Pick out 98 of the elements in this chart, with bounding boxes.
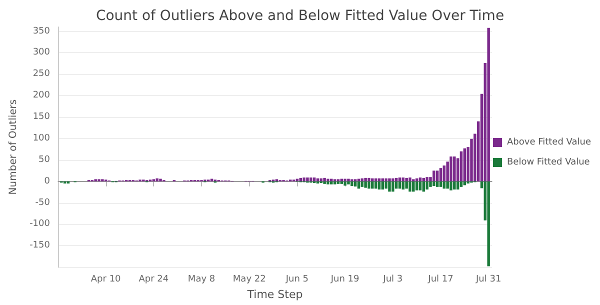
- bar: [402, 177, 405, 182]
- bar: [456, 181, 460, 190]
- bar: [360, 178, 364, 182]
- bar: [415, 178, 418, 182]
- y-tick-label: 150: [32, 112, 50, 122]
- bar: [306, 177, 309, 182]
- bar: [364, 178, 367, 182]
- bar: [426, 177, 428, 182]
- bar: [330, 181, 333, 184]
- x-axis-title: Time Step: [246, 288, 303, 301]
- chart-title: Count of Outliers Above and Below Fitted Value Over Time: [96, 8, 504, 24]
- y-axis-title: Number of Outliers: [8, 99, 20, 195]
- bar: [487, 28, 490, 182]
- x-tick-label: Jul 31: [474, 274, 502, 285]
- bar: [422, 178, 426, 182]
- y-tick-label: 200: [32, 90, 50, 101]
- bar: [347, 178, 350, 182]
- bar: [326, 178, 330, 182]
- bar: [378, 178, 381, 182]
- bar: [394, 178, 398, 182]
- bar: [405, 178, 408, 182]
- y-tick-label: 250: [32, 69, 50, 80]
- bar: [312, 177, 316, 182]
- bar: [450, 181, 452, 190]
- bar: [347, 181, 350, 184]
- bar: [392, 181, 394, 192]
- bar: [333, 181, 336, 184]
- bar: [364, 181, 367, 188]
- bar: [368, 181, 370, 189]
- bar: [487, 181, 490, 266]
- y-tick-label: 0: [44, 176, 50, 186]
- bar: [392, 178, 394, 182]
- bar: [371, 181, 374, 189]
- x-tick-label: Apr 10: [90, 274, 122, 285]
- bar: [360, 181, 364, 187]
- bar: [374, 178, 378, 182]
- bar: [408, 177, 412, 182]
- bar: [418, 181, 422, 190]
- bar: [463, 148, 466, 182]
- y-tick-label: 350: [32, 26, 50, 36]
- x-tick-label: Jul 3: [382, 274, 403, 285]
- bar: [432, 170, 436, 182]
- bar: [460, 151, 463, 182]
- bar: [405, 181, 408, 189]
- bar: [299, 178, 302, 182]
- bar: [330, 178, 333, 182]
- bar: [388, 178, 391, 182]
- bar: [453, 181, 456, 190]
- bar: [156, 178, 158, 182]
- bar: [450, 156, 452, 182]
- y-tick-label: 300: [32, 48, 50, 58]
- y-tick-label: -100: [30, 219, 50, 230]
- bar: [344, 178, 346, 182]
- y-tick-label: 100: [32, 133, 50, 144]
- y-tick-label: -50: [35, 198, 50, 208]
- bar: [371, 178, 374, 182]
- bar: [442, 165, 446, 182]
- bar: [415, 181, 418, 190]
- x-tick-label: May 22: [232, 274, 266, 285]
- bar: [432, 181, 436, 186]
- bar: [429, 181, 432, 187]
- bar: [302, 177, 306, 182]
- bar: [453, 156, 456, 182]
- bar: [384, 178, 388, 182]
- bar: [439, 168, 442, 182]
- bar: [378, 181, 381, 190]
- bar: [381, 178, 384, 182]
- bar: [159, 178, 162, 182]
- bar: [446, 181, 449, 189]
- legend-label: Below Fitted Value: [506, 158, 590, 168]
- bar: [436, 170, 439, 182]
- bar: [323, 178, 326, 182]
- x-tick-label: Jun 5: [284, 274, 309, 285]
- bar: [381, 181, 384, 190]
- x-tick-label: May 8: [188, 274, 216, 285]
- bar: [326, 181, 330, 184]
- bar: [323, 181, 326, 184]
- bar: [426, 181, 428, 190]
- bar: [384, 181, 388, 189]
- bar: [418, 177, 422, 182]
- bar: [316, 178, 320, 182]
- bar: [412, 181, 415, 192]
- bar: [408, 181, 412, 192]
- x-tick-label: Jun 19: [330, 274, 360, 285]
- legend-label: Above Fitted Value: [506, 138, 592, 148]
- bar: [460, 181, 463, 187]
- bar: [320, 178, 322, 182]
- bar: [398, 177, 402, 182]
- bar: [436, 181, 439, 187]
- bar: [388, 181, 391, 192]
- bar: [368, 178, 370, 182]
- bar: [402, 181, 405, 190]
- y-tick-label: 50: [38, 154, 50, 165]
- bar: [310, 177, 312, 182]
- y-tick-label: -150: [30, 240, 50, 251]
- x-tick-label: Apr 24: [138, 274, 169, 285]
- x-tick-label: Jul 17: [427, 274, 454, 285]
- bar: [350, 181, 354, 186]
